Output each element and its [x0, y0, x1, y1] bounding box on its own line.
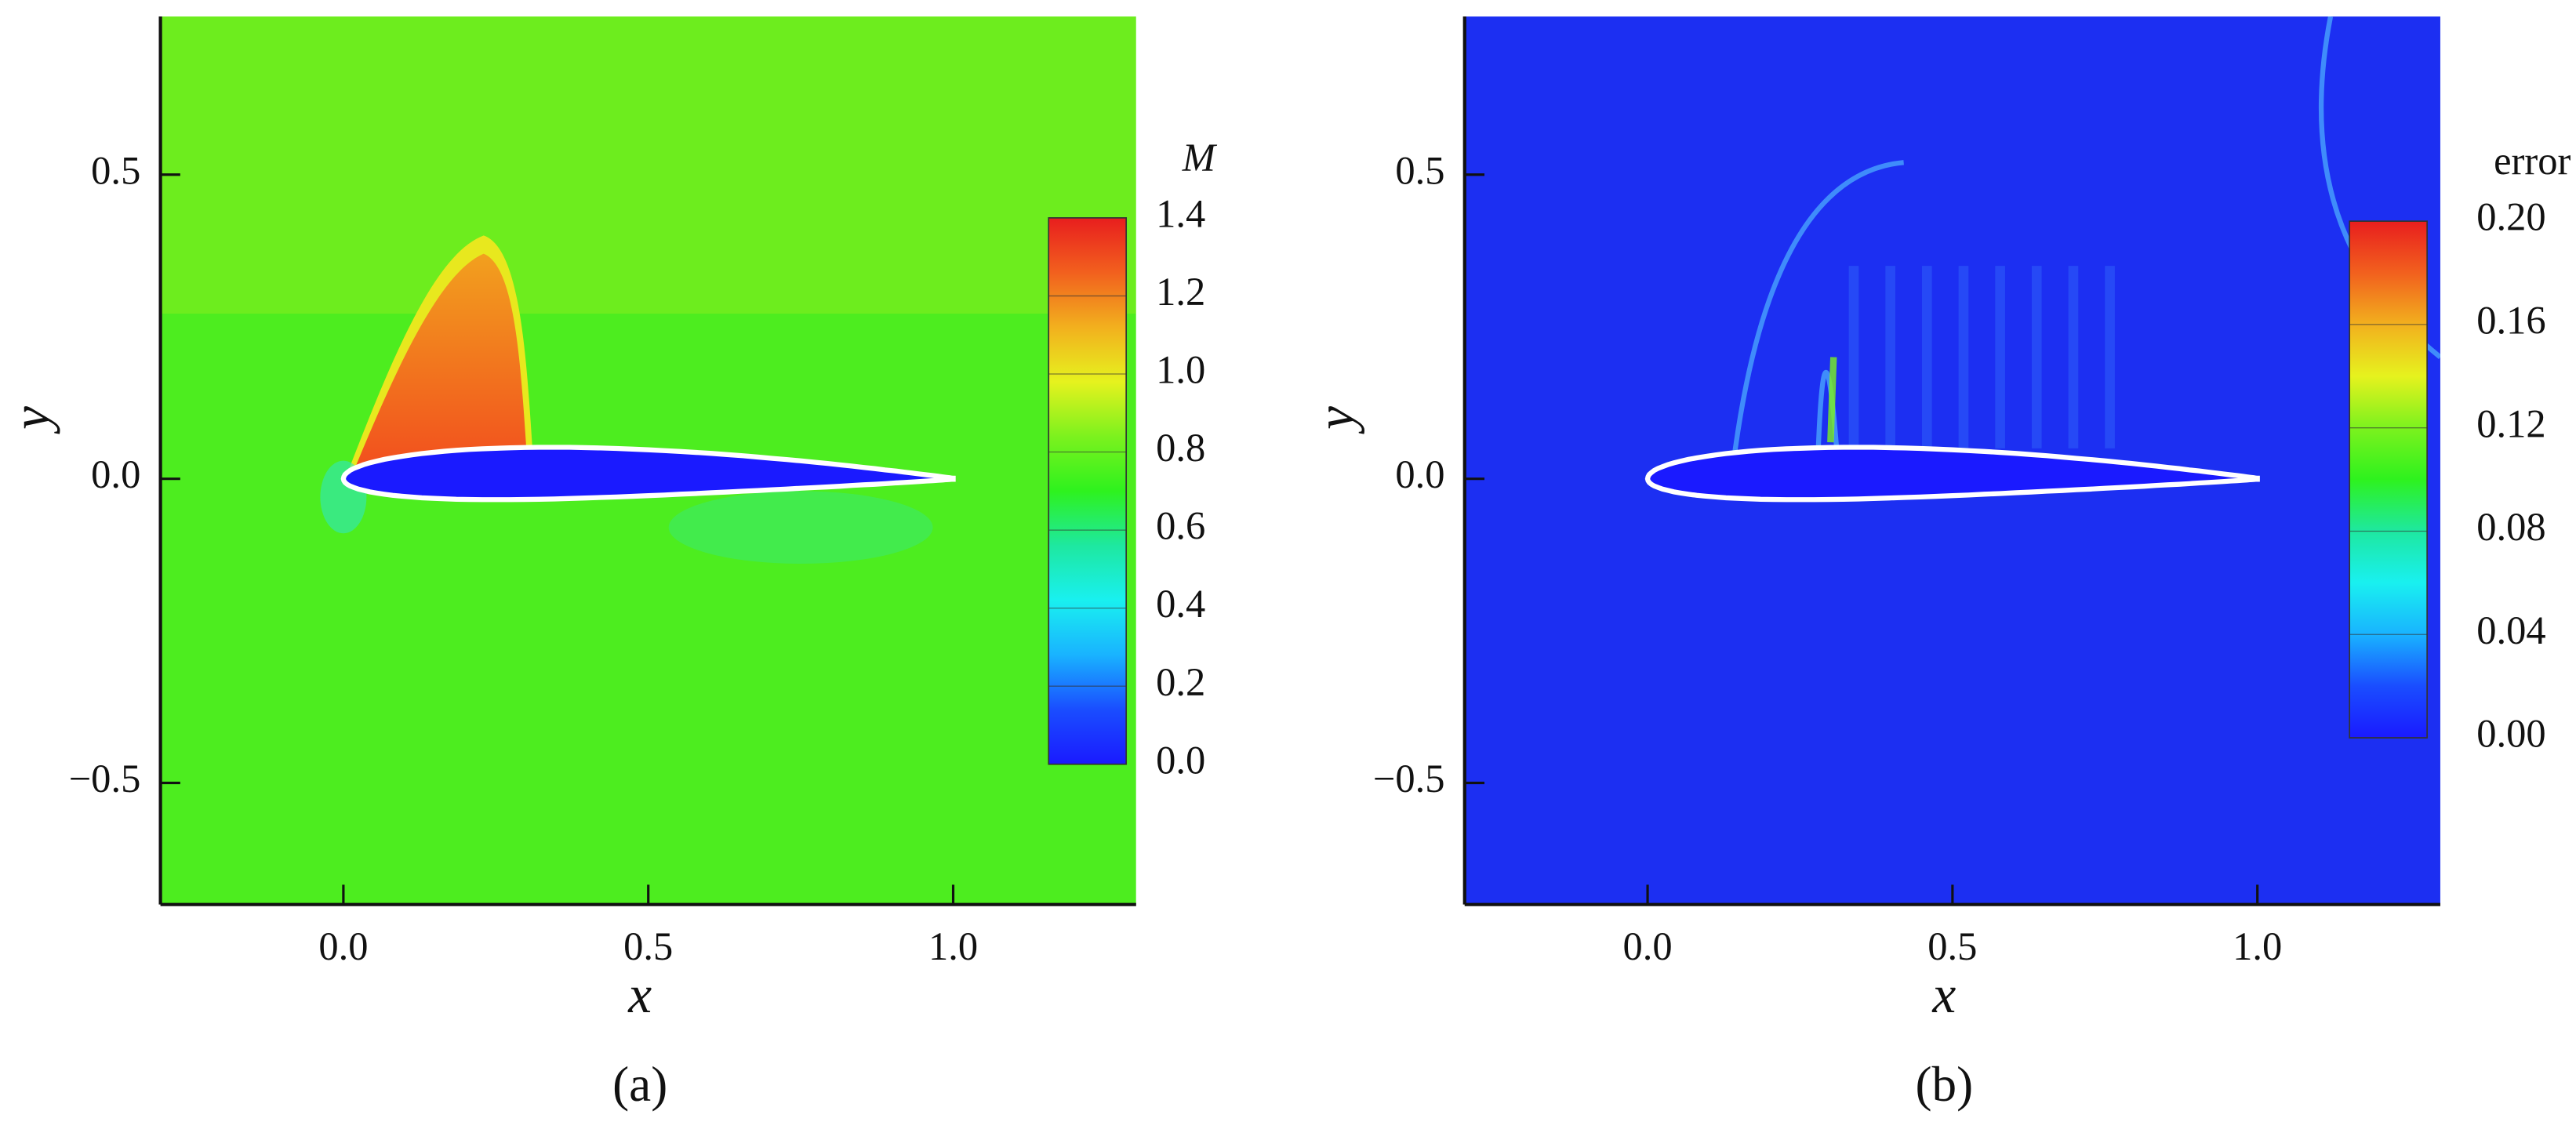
- x-tick-label: 0.5: [1927, 924, 1977, 968]
- colorbar-tick-label: 0.8: [1156, 426, 1205, 470]
- colorbar: [2349, 220, 2428, 739]
- field: [160, 16, 1136, 905]
- airfoil: [1644, 445, 2260, 503]
- field-streak: [1730, 160, 1904, 467]
- y-tick-label: −0.5: [1373, 757, 1445, 800]
- x-tick-label: 0.5: [623, 924, 673, 968]
- y-tick-label: 0.5: [1395, 148, 1444, 192]
- colorbar-tick-label: 0.0: [1156, 738, 1205, 782]
- contour-plot: 0.0 0.5 1.0−0.50.00.5xy(a)0.00.20.40.60.81…: [2, 16, 1218, 1112]
- y-axis-label: y: [1306, 406, 1364, 434]
- field-streak: [1885, 266, 1895, 448]
- field-region: [160, 16, 1136, 314]
- y-tick-label: 0.0: [91, 452, 140, 496]
- field-streak: [2068, 266, 2079, 448]
- field-streak: [1921, 266, 1932, 448]
- colorbar-tick-label: 1.4: [1156, 191, 1205, 235]
- colorbar-tick-label: 0.16: [2476, 298, 2545, 342]
- x-axis-label: x: [627, 965, 652, 1024]
- colorbar-tick-label: 0.20: [2476, 195, 2545, 239]
- supersonic-region: [355, 253, 527, 467]
- colorbar-tick-label: 1.2: [1156, 270, 1205, 314]
- x-axis-label: x: [1931, 965, 1956, 1024]
- field-streak: [2105, 266, 2115, 448]
- colorbar-tick-label: 0.04: [2476, 608, 2545, 652]
- colorbar-tick-label: 0.00: [2476, 712, 2545, 756]
- colorbar-tick-label: 1.0: [1156, 348, 1205, 392]
- field-streak: [1848, 266, 1859, 448]
- colorbar-tick-label: 0.2: [1156, 660, 1205, 704]
- field-streak: [2031, 266, 2042, 448]
- x-tick-label: 1.0: [2233, 924, 2282, 968]
- airfoil: [340, 445, 956, 503]
- x-tick-label: 1.0: [928, 924, 978, 968]
- y-tick-label: 0.5: [91, 148, 140, 192]
- field-streak: [1958, 266, 1969, 448]
- x-tick-label: 0.0: [318, 924, 368, 968]
- colorbar-tick-label: 0.12: [2476, 401, 2545, 445]
- y-tick-label: 0.0: [1395, 452, 1444, 496]
- y-axis-label: y: [2, 406, 60, 434]
- colorbar-title: error: [2494, 139, 2571, 183]
- field-streak: [1995, 266, 2005, 448]
- field-streak: [1827, 357, 1837, 443]
- y-tick-label: −0.5: [69, 757, 141, 800]
- colorbar-tick-label: 0.08: [2476, 505, 2545, 549]
- colorbar-tick-label: 0.4: [1156, 582, 1205, 626]
- colorbar-tick-label: 0.6: [1156, 504, 1205, 548]
- colorbar-title: M: [1182, 136, 1218, 180]
- contour-plot: 0.0 0.5 1.0−0.50.00.5xy(b)0.000.040.080.12…: [1306, 16, 2571, 1112]
- colorbar: [1048, 217, 1128, 765]
- x-tick-label: 0.0: [1622, 924, 1672, 968]
- field: [1464, 16, 2440, 905]
- caption: (a): [612, 1057, 667, 1112]
- caption: (b): [1916, 1057, 1974, 1112]
- wake-region: [668, 491, 933, 564]
